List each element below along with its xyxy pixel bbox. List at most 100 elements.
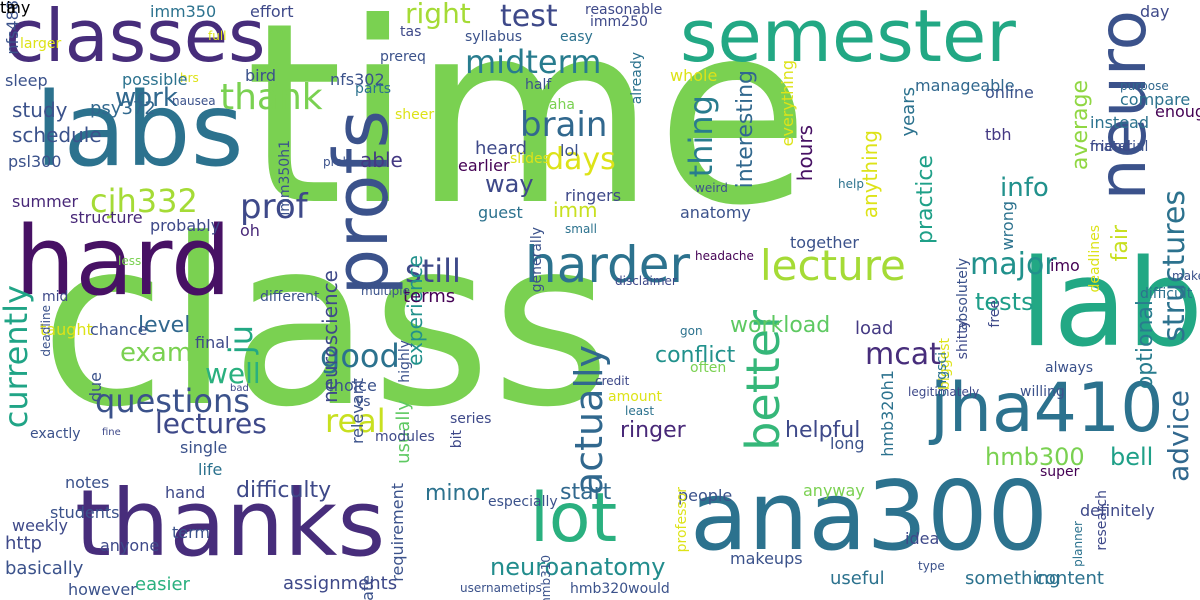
word: anyway (803, 481, 865, 500)
word: fine (102, 427, 121, 438)
word: guest (478, 203, 523, 222)
word: series (450, 411, 492, 427)
word: hmb320h1 (878, 370, 897, 457)
word: heard (475, 138, 528, 159)
word: friend (1090, 139, 1131, 155)
word: final (195, 333, 230, 352)
word: long (830, 434, 865, 453)
word: notes (65, 473, 110, 492)
word: bad (230, 383, 249, 394)
word: makeup (1172, 269, 1200, 283)
word: bell (1110, 443, 1154, 471)
word: well (205, 357, 261, 390)
word: earlier (458, 156, 510, 175)
word: definitely (1080, 501, 1155, 520)
word: half (525, 77, 552, 93)
word: free (987, 300, 1003, 328)
word: advice (1162, 390, 1195, 482)
word: type (918, 559, 945, 573)
word: currently (0, 285, 35, 429)
word: psl300 (8, 152, 62, 171)
word: imm350 (150, 2, 217, 21)
word: summer (12, 192, 79, 211)
word: amount (608, 389, 663, 405)
word: hmb320would (570, 581, 670, 597)
word: lectures (155, 407, 267, 440)
word: practice (913, 155, 938, 244)
word: compare (1120, 90, 1191, 109)
word: minor (425, 481, 489, 506)
word: thing (682, 95, 720, 178)
word: possible (122, 70, 188, 89)
word: sheer (395, 107, 435, 123)
word: workload (730, 313, 831, 338)
word: full (208, 29, 227, 43)
word: material (1090, 139, 1149, 155)
word: lecture (760, 241, 906, 290)
word: schedule (12, 123, 102, 147)
word: shitty (955, 320, 971, 360)
word: imm350h1 (277, 140, 293, 216)
word: willing (1020, 384, 1065, 400)
word: ju (222, 325, 260, 355)
word: imm250 (590, 14, 648, 30)
word: days (545, 142, 616, 177)
word: structure (70, 208, 143, 227)
word: lol (560, 141, 579, 160)
word: lot (530, 479, 618, 558)
word: real (325, 402, 386, 440)
word: planner (1071, 521, 1085, 567)
word: major (970, 247, 1057, 282)
word: way (485, 170, 534, 198)
word: prereq (380, 49, 426, 65)
word: easy (560, 29, 593, 45)
word: difficulty (236, 478, 332, 503)
word: purpose (1120, 79, 1169, 93)
word: usernametips (460, 581, 542, 595)
word: useful (830, 568, 885, 589)
word: ana300 (690, 462, 1048, 572)
word: semester (680, 0, 1016, 78)
word: actually (567, 345, 611, 496)
word: different (260, 289, 320, 305)
word: online (985, 83, 1034, 102)
word: imm (553, 198, 598, 222)
word: lab (1020, 235, 1200, 374)
word: tests (975, 288, 1034, 316)
word: often (690, 360, 727, 376)
word: right (405, 0, 471, 30)
word: choice (325, 376, 377, 395)
word: help (838, 177, 864, 191)
word: term (172, 523, 210, 542)
word: time (245, 0, 810, 260)
word: nfs302 (330, 70, 385, 89)
word: reasonable (585, 2, 663, 18)
word: hand (165, 483, 206, 502)
word: small (565, 222, 597, 236)
word: exactly (30, 426, 81, 442)
word: class (40, 191, 611, 458)
word: especially (488, 494, 558, 510)
word: prob (323, 155, 351, 169)
word: prof (240, 187, 308, 227)
word: already (629, 52, 645, 105)
word: professor (674, 487, 690, 553)
word: still (405, 252, 461, 290)
word: parts (355, 81, 392, 97)
word: bit (449, 430, 465, 449)
word: idea (905, 529, 940, 548)
word: anatomy (680, 203, 751, 222)
word: thank (220, 77, 323, 118)
word: haha (540, 97, 575, 113)
word: together (790, 233, 859, 252)
word: content (1035, 568, 1104, 589)
word: super (1040, 464, 1080, 480)
word: good (320, 337, 400, 375)
word: probably (150, 216, 221, 235)
word: ringer (620, 418, 686, 443)
word: relevant (348, 378, 367, 445)
word: harder (525, 236, 691, 294)
word: easier (135, 574, 190, 595)
word: exam (120, 338, 193, 368)
